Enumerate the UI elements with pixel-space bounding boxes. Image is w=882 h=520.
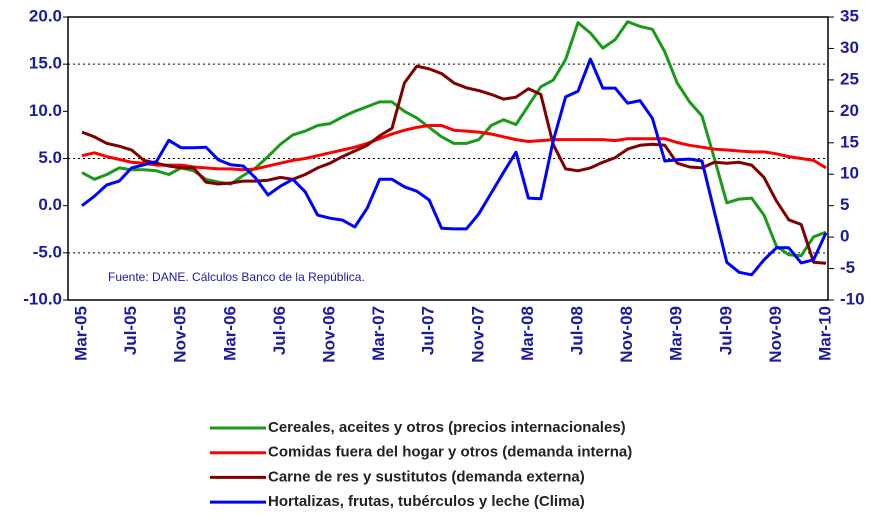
y-tick-label: 10.0 xyxy=(29,101,62,120)
y2-tick-label: 25 xyxy=(840,69,859,88)
y2-tick-label: 30 xyxy=(840,38,859,57)
y-tick-label: 15.0 xyxy=(29,54,62,73)
y2-tick-label: 15 xyxy=(840,132,859,151)
x-tick-label: Nov-05 xyxy=(171,306,190,363)
x-tick-label: Nov-08 xyxy=(617,306,636,363)
series-line xyxy=(81,124,827,172)
x-tick-label: Nov-07 xyxy=(468,306,487,363)
series-line xyxy=(81,20,827,258)
y-tick-label: -5.0 xyxy=(33,242,62,261)
legend-label: Hortalizas, frutas, tubérculos y leche (… xyxy=(268,493,585,510)
x-tick-label: Jul-05 xyxy=(121,306,140,355)
y-tick-label: 0.0 xyxy=(38,195,62,214)
x-tick-label: Nov-09 xyxy=(766,306,785,363)
annotation: Fuente: DANE. Cálculos Banco de la Repúb… xyxy=(108,270,365,284)
y2-tick-label: -10 xyxy=(840,289,865,308)
x-tick-label: Jul-06 xyxy=(270,306,289,355)
y2-tick-label: 10 xyxy=(840,164,859,183)
series-line xyxy=(81,64,827,265)
x-tick-label: Mar-05 xyxy=(71,306,90,361)
plot-border xyxy=(67,16,829,301)
y-tick-label: 5.0 xyxy=(38,148,62,167)
x-tick-label: Mar-09 xyxy=(667,306,686,361)
x-tick-label: Jul-09 xyxy=(716,306,735,355)
x-tick-label: Mar-06 xyxy=(220,306,239,361)
x-tick-label: Mar-07 xyxy=(369,306,388,361)
y2-tick-label: 35 xyxy=(840,6,859,25)
x-tick-label: Mar-08 xyxy=(518,306,537,361)
y2-tick-label: 0 xyxy=(840,227,849,246)
legend-label: Cereales, aceites y otros (precios inter… xyxy=(268,419,626,436)
x-tick-label: Jul-08 xyxy=(567,306,586,355)
x-tick-label: Jul-07 xyxy=(419,306,438,355)
y-tick-label: -10.0 xyxy=(23,289,62,308)
series-line xyxy=(81,57,828,277)
legend-label: Carne de res y sustitutos (demanda exter… xyxy=(268,468,585,485)
x-tick-label: Mar-10 xyxy=(815,306,834,361)
y2-tick-label: -5 xyxy=(840,258,855,277)
y2-tick-label: 5 xyxy=(840,195,849,214)
y-tick-label: 20.0 xyxy=(29,6,62,25)
y2-tick-label: 20 xyxy=(840,101,859,120)
legend-label: Comidas fuera del hogar y otros (demanda… xyxy=(268,444,632,461)
x-tick-label: Nov-06 xyxy=(319,306,338,363)
